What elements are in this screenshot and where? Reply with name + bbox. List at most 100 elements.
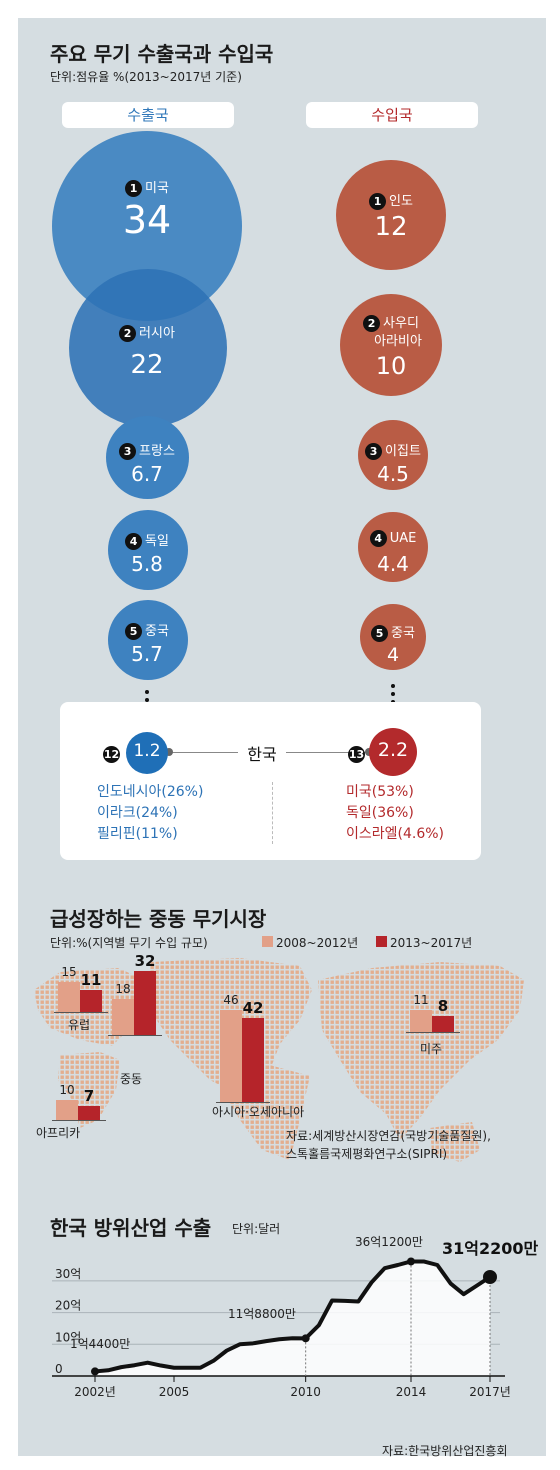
bar-baseline (54, 1012, 108, 1013)
import-label-2b: 아라비아 (374, 334, 422, 349)
import-bubble-saudi (340, 294, 442, 396)
export-value-4: 5.8 (131, 552, 163, 576)
country-name: 이집트 (385, 444, 421, 459)
bar-baseline (406, 1032, 460, 1033)
import-value-5: 4 (386, 644, 400, 666)
bar-2013-2017 (80, 990, 102, 1012)
rank-badge: 1 (125, 180, 143, 197)
import-label-4: 4 UAE (343, 530, 443, 547)
bar-2008-2012 (112, 999, 134, 1035)
import-label-1: 1 인도 (341, 190, 441, 210)
import-label-2: 2 사우디 (341, 312, 441, 332)
export-line-chart: 0 10억 20억 30억 2002년 2005 2010 2014 2017년 1억4400만 1… (52, 1235, 539, 1399)
korea-export-list: 인도네시아(26%) 이라크(24%) 필리핀(11%) (97, 782, 203, 845)
list-item: 필리핀(11%) (97, 826, 178, 842)
section3-source: 자료:한국방위산업진흥회 (382, 1444, 508, 1458)
export-value-2: 22 (130, 350, 164, 380)
korea-export-rank: 12 (103, 746, 120, 763)
section1-unit: 단위:점유율 %(2013~2017년 기준) (50, 70, 242, 84)
korea-import-list: 미국(53%) 독일(36%) 이스라엘(4.6%) (346, 782, 444, 845)
bar-2013-2017 (134, 971, 156, 1035)
import-label-3: 3 이집트 (343, 440, 443, 460)
value-label-2008-2012: 11 (413, 993, 429, 1007)
export-bubble-france (106, 416, 189, 499)
export-value-5: 5.7 (131, 642, 163, 666)
annotation-2017: 31억2200만 (442, 1239, 539, 1258)
bar-baseline (216, 1102, 270, 1103)
country-name: 독일 (145, 534, 169, 549)
list-item: 독일(36%) (346, 805, 414, 821)
export-label-5: 5 중국 (97, 620, 197, 640)
export-label-2: 2 러시아 (97, 322, 197, 342)
export-bubble-germany (108, 510, 188, 590)
bar-baseline (52, 1120, 106, 1121)
list-item: 이라크(24%) (97, 805, 178, 821)
korea-box (60, 702, 481, 860)
annotation-2002: 1억4400만 (70, 1337, 130, 1351)
list-item: 이스라엘(4.6%) (346, 826, 445, 842)
import-bubble-uae (358, 512, 428, 582)
section2-source: 자료:세계방산시장연감(국방기술품질원), 스톡홀름국제평화연구소(SIPRI) (286, 1127, 491, 1163)
country-name: 중국 (145, 624, 169, 639)
legend-swatch-b (376, 936, 387, 947)
import-value-2: 10 (375, 352, 407, 380)
bar-2013-2017 (242, 1018, 264, 1102)
x-tick-label: 2017년 (469, 1385, 511, 1399)
rank-badge: 5 (371, 625, 389, 642)
point-2010 (301, 1334, 310, 1343)
export-bubble-china (108, 600, 188, 680)
korea-import-rank: 13 (348, 746, 365, 763)
bar-2008-2012 (58, 982, 80, 1012)
rank-badge: 4 (369, 530, 387, 547)
bar-2008-2012 (56, 1100, 78, 1120)
bar-2013-2017 (432, 1016, 454, 1032)
rank-badge: 3 (119, 443, 137, 460)
legend-swatch-a (262, 936, 273, 947)
list-item: 미국(53%) (346, 784, 414, 800)
end-point (483, 1269, 497, 1284)
korea-import-value: 2.2 (377, 739, 409, 761)
export-value-3: 6.7 (131, 462, 163, 486)
rank-badge: 4 (125, 533, 143, 550)
y-tick-label: 0 (55, 1362, 63, 1376)
x-tick-label: 2014 (396, 1385, 427, 1399)
country-name: 중국 (391, 626, 415, 641)
bar-2008-2012 (220, 1010, 242, 1102)
rank-badge: 3 (365, 443, 383, 460)
value-label-2008-2012: 18 (115, 982, 131, 996)
source-line: 스톡홀름국제평화연구소(SIPRI) (286, 1147, 448, 1161)
country-name: UAE (389, 531, 417, 546)
value-label-2013-2017: 42 (242, 999, 264, 1017)
section2-unit: 단위:%(지역별 무기 수입 규모) (50, 936, 208, 950)
korea-divider (272, 782, 274, 844)
bar-2008-2012 (410, 1010, 432, 1032)
rank-badge: 5 (125, 623, 143, 640)
export-value-1: 34 (122, 198, 172, 242)
import-value-4: 4.4 (377, 552, 409, 576)
y-tick-label: 20억 (55, 1299, 81, 1313)
value-label-2013-2017: 8 (437, 997, 449, 1015)
annotation-2014: 36억1200만 (355, 1235, 423, 1249)
value-label-2013-2017: 11 (80, 971, 102, 989)
korea-export-value: 1.2 (133, 741, 161, 761)
x-tick-label: 2005 (159, 1385, 190, 1399)
country-name: 인도 (389, 194, 413, 209)
region-label: 중동 (120, 1072, 143, 1086)
exporters-header: 수출국 (62, 102, 234, 128)
import-bubble-india (336, 160, 446, 270)
import-label-5: 5 중국 (343, 622, 443, 642)
korea-connector-left (172, 752, 238, 753)
value-label-2013-2017: 32 (134, 952, 156, 970)
region-label: 아프리카 (36, 1126, 81, 1140)
legend-label-b: 2013~2017년 (390, 936, 473, 950)
export-bubble-russia (69, 269, 227, 427)
connector-dot (165, 748, 173, 756)
rank-badge: 1 (369, 193, 387, 210)
x-tick-label: 2002년 (74, 1385, 116, 1399)
source-line: 자료:세계방산시장연감(국방기술품질원), (286, 1129, 491, 1143)
country-name: 프랑스 (139, 444, 175, 459)
annotation-2010: 11억8800만 (228, 1307, 296, 1321)
country-name: 미국 (145, 181, 169, 196)
value-label-2008-2012: 10 (59, 1083, 75, 1097)
